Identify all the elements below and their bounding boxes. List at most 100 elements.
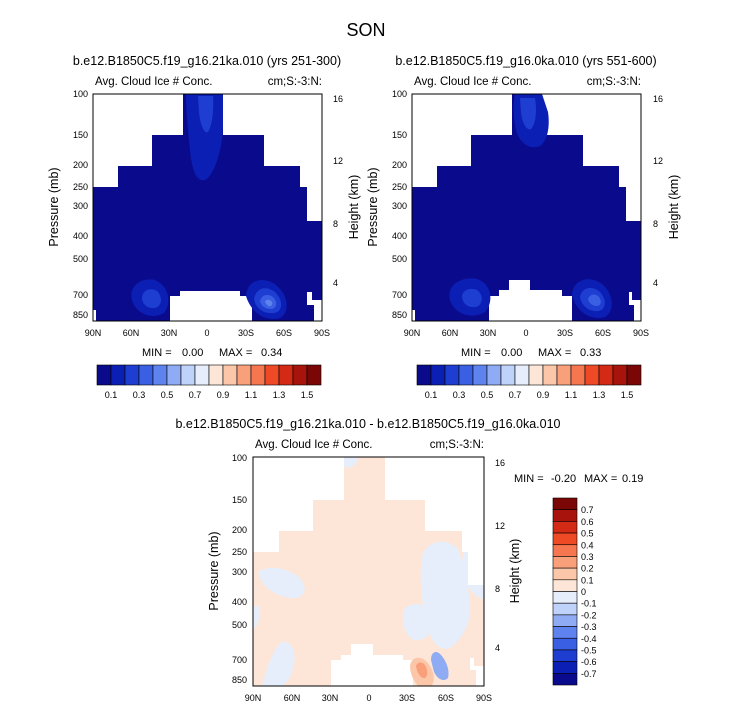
x-tick-label: 30S xyxy=(238,328,254,338)
y-tick-label: 250 xyxy=(392,182,407,192)
x-tick-label: 30S xyxy=(557,328,573,338)
colorbar-swatch xyxy=(552,497,578,510)
colorbar-swatch xyxy=(552,673,578,686)
colorbar-swatch xyxy=(552,556,578,569)
colorbar: 0.70.60.50.40.30.20.10-0.1-0.2-0.3-0.4-0… xyxy=(552,497,597,686)
y-axis-label: Pressure (mb) xyxy=(47,167,61,246)
y-tick-label: 500 xyxy=(392,254,407,264)
panel-0ka: b.e12.B1850C5.f19_g16.0ka.010 (yrs 551-6… xyxy=(366,54,681,400)
y2-tick-label: 16 xyxy=(333,94,343,104)
variable-label: Avg. Cloud Ice # Conc. xyxy=(414,76,531,88)
colorbar-label: 0.4 xyxy=(581,540,594,550)
colorbar-swatch xyxy=(444,364,460,386)
stats-min-label: MIN = xyxy=(461,347,491,359)
colorbar-swatch xyxy=(292,364,308,386)
y-tick-label: 100 xyxy=(232,453,247,463)
colorbar-label: 0.9 xyxy=(217,390,230,400)
colorbar-label: 0.6 xyxy=(581,517,594,527)
plot-frame xyxy=(252,456,485,687)
colorbar-label: 1.5 xyxy=(301,390,314,400)
colorbar-swatch xyxy=(552,579,578,592)
colorbar-swatch xyxy=(552,532,578,546)
y-tick-label: 100 xyxy=(73,89,88,99)
contour-field xyxy=(412,94,641,321)
panel-21ka: b.e12.B1850C5.f19_g16.21ka.010 (yrs 251-… xyxy=(47,54,361,400)
colorbar-swatch xyxy=(458,364,474,386)
colorbar-swatch xyxy=(528,364,544,386)
colorbar-label: 1.1 xyxy=(245,390,258,400)
x-tick-label: 90N xyxy=(404,328,421,338)
contour-0.1-upper xyxy=(186,94,223,181)
panel-title: b.e12.B1850C5.f19_g16.21ka.010 (yrs 251-… xyxy=(73,54,341,68)
contour-field xyxy=(93,94,322,321)
contour-neg-right xyxy=(420,541,471,649)
missing-region xyxy=(489,280,572,321)
colorbar-label: -0.3 xyxy=(581,622,597,632)
colorbar-swatch xyxy=(250,364,266,386)
stats-max: 0.34 xyxy=(261,347,282,359)
y2-tick-label: 12 xyxy=(653,156,663,166)
colorbar-swatch xyxy=(552,661,578,674)
plot-frame xyxy=(92,93,323,322)
stats-min: 0.00 xyxy=(501,347,522,359)
x-axis-ticks: 90N 60N 30N 0 30S 60S 90S xyxy=(404,328,649,338)
colorbar-swatch xyxy=(556,364,572,386)
colorbar-label: -0.2 xyxy=(581,610,597,620)
colorbar-swatch xyxy=(570,364,586,386)
x-tick-label: 60N xyxy=(284,693,301,703)
colorbar-label: 0.1 xyxy=(425,390,438,400)
colorbar-swatch xyxy=(514,364,530,386)
y-tick-label: 850 xyxy=(392,310,407,320)
y-tick-label: 250 xyxy=(232,547,247,557)
x-tick-label: 60N xyxy=(442,328,459,338)
missing-region xyxy=(331,644,413,686)
contour-field xyxy=(253,457,484,686)
panel-title: b.e12.B1850C5.f19_g16.0ka.010 (yrs 551-6… xyxy=(395,54,656,68)
colorbar-swatch xyxy=(236,364,252,386)
y-tick-label: 150 xyxy=(73,130,88,140)
stats-max-label: MAX = xyxy=(538,347,571,359)
y-tick-label: 500 xyxy=(232,620,247,630)
y2-tick-label: 4 xyxy=(653,278,658,288)
colorbar-label: 0.5 xyxy=(161,390,174,400)
x-tick-label: 30N xyxy=(161,328,178,338)
colorbar-swatch xyxy=(180,364,196,386)
contour-neg-lower-left xyxy=(262,641,295,686)
x-tick-label: 90S xyxy=(633,328,649,338)
x-tick-label: 0 xyxy=(523,328,528,338)
colorbar-swatch xyxy=(278,364,294,386)
colorbar-label: 1.1 xyxy=(565,390,578,400)
colorbar-swatch xyxy=(612,364,628,386)
colorbar-label: 0.1 xyxy=(581,575,594,585)
stats-max-label: MAX = xyxy=(584,473,617,485)
colorbar-label: 0.3 xyxy=(133,390,146,400)
x-tick-label: 30N xyxy=(480,328,497,338)
y-tick-label: 400 xyxy=(232,597,247,607)
colorbar-swatch xyxy=(194,364,210,386)
colorbar-label: 0 xyxy=(581,587,586,597)
colorbar-swatch xyxy=(584,364,600,386)
colorbar-label: 0.7 xyxy=(509,390,522,400)
y2-tick-label: 16 xyxy=(495,458,505,468)
colorbar: 0.1 0.3 0.5 0.7 0.9 1.1 1.3 1.5 xyxy=(96,364,322,400)
y2-tick-label: 8 xyxy=(495,584,500,594)
colorbar-swatch xyxy=(486,364,502,386)
y2-tick-label: 12 xyxy=(495,521,505,531)
x-tick-label: 30S xyxy=(399,693,415,703)
y-tick-label: 300 xyxy=(73,201,88,211)
y2-tick-label: 4 xyxy=(333,278,338,288)
contour-neg-upper xyxy=(344,457,358,468)
colorbar-swatch xyxy=(552,591,578,604)
x-tick-label: 90N xyxy=(245,693,262,703)
colorbar-swatch xyxy=(110,364,126,386)
colorbar-label: 0.5 xyxy=(481,390,494,400)
x-tick-label: 30N xyxy=(322,693,339,703)
colorbar-swatch xyxy=(552,626,578,639)
colorbar-swatch xyxy=(552,637,578,651)
contour-neg-left xyxy=(258,567,305,599)
colorbar-swatch xyxy=(96,364,112,386)
colorbar-label: -0.5 xyxy=(581,645,597,655)
colorbar-swatch xyxy=(542,364,558,386)
stats-min: -0.20 xyxy=(551,473,576,485)
